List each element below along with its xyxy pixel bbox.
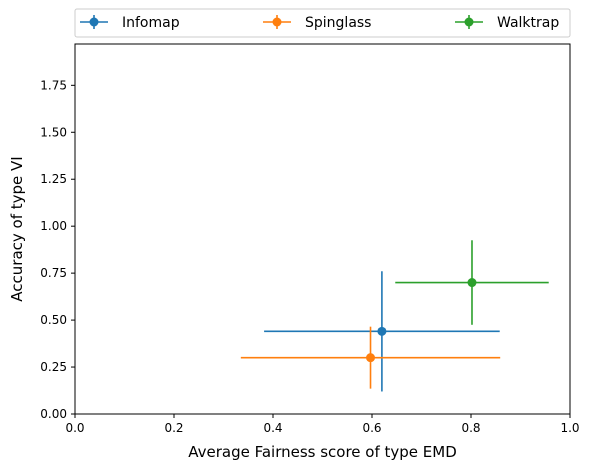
x-axis-title: Average Fairness score of type EMD bbox=[188, 443, 457, 461]
y-tick-label: 1.50 bbox=[40, 125, 67, 139]
legend-label: Infomap bbox=[122, 15, 180, 31]
plot-frame bbox=[74, 43, 571, 415]
data-point bbox=[377, 326, 387, 336]
x-tick-label: 1.0 bbox=[560, 421, 579, 435]
y-tick-label: 1.75 bbox=[40, 78, 67, 92]
series-spinglass bbox=[240, 326, 501, 389]
x-tick-label: 0.8 bbox=[461, 421, 480, 435]
x-tick-label: 0.6 bbox=[362, 421, 381, 435]
legend-marker-dot bbox=[272, 17, 282, 27]
y-tick-label: 1.00 bbox=[40, 219, 67, 233]
legend-item-spinglass: Spinglass bbox=[263, 15, 371, 31]
plot-area bbox=[74, 43, 571, 415]
legend-marker-dot bbox=[464, 17, 474, 27]
x-tick-label: 0.2 bbox=[164, 421, 183, 435]
y-tick-label: 0.50 bbox=[40, 313, 67, 327]
x-axis: 0.0 0.2 0.4 0.6 0.8 1.0 bbox=[65, 414, 580, 435]
x-tick-label: 0.4 bbox=[263, 421, 282, 435]
y-tick-label: 1.25 bbox=[40, 172, 67, 186]
y-tick-label: 0.25 bbox=[40, 360, 67, 374]
legend-label: Spinglass bbox=[305, 15, 371, 31]
y-tick-label: 0.00 bbox=[40, 407, 67, 421]
legend: Infomap Spinglass Walktrap bbox=[74, 8, 571, 38]
y-axis: 0.00 0.25 0.50 0.75 1.00 1.25 1.50 1.75 bbox=[40, 78, 75, 421]
legend-label: Walktrap bbox=[497, 15, 559, 31]
legend-item-infomap: Infomap bbox=[80, 15, 180, 31]
legend-marker-dot bbox=[89, 17, 99, 27]
legend-item-walktrap: Walktrap bbox=[455, 15, 559, 31]
y-axis-title: Accuracy of type VI bbox=[8, 156, 26, 301]
y-tick-label: 0.75 bbox=[40, 266, 67, 280]
series-infomap bbox=[264, 271, 500, 392]
x-tick-label: 0.0 bbox=[65, 421, 84, 435]
data-point bbox=[467, 278, 477, 288]
legend-frame bbox=[74, 8, 571, 38]
data-point bbox=[366, 353, 376, 363]
series-walktrap bbox=[395, 240, 549, 325]
